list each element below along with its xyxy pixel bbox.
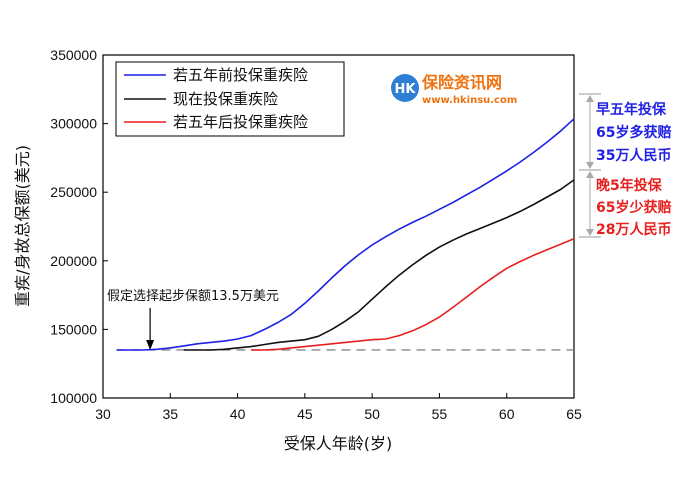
annotation-text: 假定选择起步保额13.5万美元 — [107, 289, 279, 304]
bracket-upper-arrow-up — [586, 95, 594, 102]
series-line-0 — [116, 118, 575, 351]
series-line-1 — [183, 179, 575, 351]
bracket-lower-arrow-up — [586, 171, 594, 178]
logo-url: www.hkinsu.com — [422, 95, 517, 106]
side-note-earlier-line-2: 65岁多获赔 — [596, 124, 671, 141]
y-tick-label-3: 250000 — [50, 184, 97, 200]
x-tick-label-6: 60 — [499, 406, 515, 422]
plot-frame — [102, 54, 575, 399]
y-tick-label-0: 100000 — [50, 390, 97, 406]
x-axis-label: 受保人年龄(岁) — [284, 434, 393, 453]
logo-badge-icon — [391, 74, 419, 102]
logo-badge-text: HK — [395, 82, 417, 97]
x-tick-label-5: 55 — [432, 406, 448, 422]
y-tick-label-2: 200000 — [50, 253, 97, 269]
y-tick-label-1: 150000 — [50, 321, 97, 337]
legend-entry-0: 若五年前投保重疾险 — [173, 66, 308, 84]
legend-entry-1: 现在投保重疾险 — [173, 90, 278, 108]
x-tick-label-1: 35 — [162, 406, 178, 422]
y-axis-label: 重疾/身故总保额(美元) — [13, 145, 32, 307]
logo-name: 保险资讯网 — [421, 73, 502, 92]
annotation-arrowhead — [146, 339, 155, 350]
bracket-upper-arrow-down — [586, 162, 594, 169]
side-note-later-line-1: 晚5年投保 — [596, 177, 663, 194]
x-tick-label-7: 65 — [566, 406, 582, 422]
legend: 若五年前投保重疾险 现在投保重疾险 若五年后投保重疾险 — [115, 61, 345, 137]
side-note-earlier: 早五年投保 65岁多获赔 35万人民币 — [596, 101, 671, 164]
site-logo: HK 保险资讯网 www.hkinsu.com — [391, 73, 517, 106]
x-tick-label-2: 40 — [230, 406, 246, 422]
ticks: 30 35 40 45 50 55 60 65 100000 150000 200000 250000… — [50, 47, 582, 422]
x-tick-label-0: 30 — [95, 406, 111, 422]
y-tick-label-4: 300000 — [50, 116, 97, 132]
side-note-earlier-line-1: 早五年投保 — [596, 101, 667, 118]
x-tick-label-4: 50 — [364, 406, 380, 422]
side-note-earlier-line-3: 35万人民币 — [596, 147, 671, 164]
x-tick-label-3: 45 — [297, 406, 313, 422]
y-tick-label-5: 350000 — [50, 47, 97, 63]
side-note-later-line-2: 65岁少获赔 — [596, 199, 671, 216]
series — [116, 118, 575, 351]
bracket-lower-arrow-down — [586, 229, 594, 236]
side-note-later: 晚5年投保 65岁少获赔 28万人民币 — [596, 177, 671, 238]
start-amount-annotation: 假定选择起步保额13.5万美元 — [107, 289, 279, 350]
side-note-later-line-3: 28万人民币 — [596, 221, 671, 238]
series-line-2 — [251, 238, 575, 351]
difference-brackets — [579, 93, 601, 238]
legend-entry-2: 若五年后投保重疾险 — [173, 113, 308, 131]
